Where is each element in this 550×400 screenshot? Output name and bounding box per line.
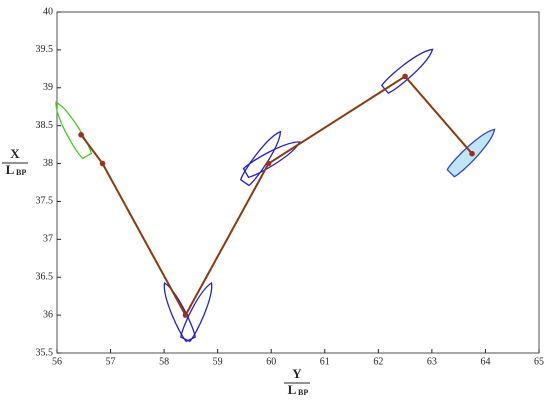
x-tick-label: 63 xyxy=(427,356,437,367)
trajectory-point xyxy=(78,131,84,138)
x-label-subscript: BP xyxy=(298,388,308,397)
x-tick-label: 60 xyxy=(266,356,276,367)
x-tick-label: 61 xyxy=(320,356,330,367)
hull xyxy=(242,141,301,179)
y-tick-label: 39 xyxy=(43,82,53,93)
y-label-subscript: BP xyxy=(16,168,26,177)
y-tick-label: 37.5 xyxy=(36,196,54,207)
y-axis-label: X L BP xyxy=(2,146,28,177)
y-tick-label: 36.5 xyxy=(36,272,54,283)
trajectory-point xyxy=(182,312,189,318)
x-tick-label: 64 xyxy=(480,356,490,367)
y-tick-label: 40 xyxy=(43,6,53,17)
x-tick-label: 56 xyxy=(52,356,62,367)
y-label-main: X xyxy=(10,146,20,161)
x-label-main: Y xyxy=(292,366,302,381)
x-tick-label: 62 xyxy=(373,356,383,367)
x-axis-label: Y L BP xyxy=(284,366,310,397)
y-tick-label: 39.5 xyxy=(36,44,54,55)
x-tick-label: 57 xyxy=(106,356,116,367)
y-tick-label: 35.5 xyxy=(36,347,54,358)
trajectory-point xyxy=(265,160,272,167)
hull xyxy=(55,101,93,160)
y-label-base: L xyxy=(6,162,15,177)
y-tick-label: 36 xyxy=(43,309,53,320)
x-tick-label: 59 xyxy=(213,356,223,367)
trajectory-point xyxy=(99,160,106,167)
y-tick-label: 38 xyxy=(43,158,53,169)
plot-frame xyxy=(56,11,540,354)
x-tick-label: 65 xyxy=(534,356,544,367)
x-tick-label: 58 xyxy=(159,356,169,367)
y-tick-label: 38.5 xyxy=(36,120,54,131)
hull xyxy=(180,281,213,343)
ship-outline xyxy=(180,281,213,343)
ship-outline xyxy=(163,281,196,343)
x-label-base: L xyxy=(288,382,297,397)
ship-outline xyxy=(55,101,93,160)
ship-outline xyxy=(242,141,301,179)
hull xyxy=(163,281,196,343)
y-tick-label: 37 xyxy=(43,234,53,245)
trajectory-line xyxy=(80,75,473,318)
trajectory-point xyxy=(469,150,475,157)
trajectory-point xyxy=(402,73,408,80)
